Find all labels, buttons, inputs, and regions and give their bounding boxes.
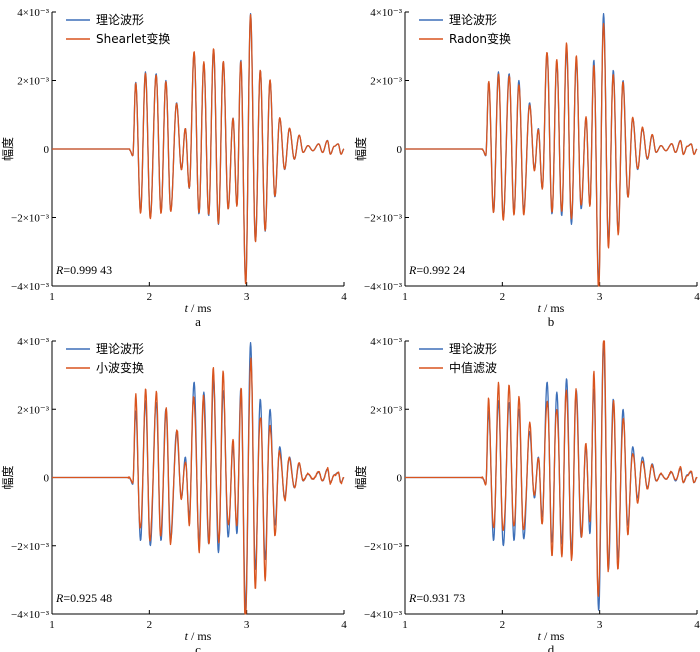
y-axis-label: 幅度 [0, 465, 15, 489]
x-axis-unit: / ms [541, 629, 565, 643]
correlation-symbol: R [408, 591, 417, 605]
x-tick-label: 2 [147, 291, 153, 303]
x-axis-var: t [185, 301, 189, 315]
y-tick-label: −2×10⁻³ [11, 213, 50, 225]
x-axis-var: t [538, 301, 542, 315]
y-tick-label: −4×10⁻³ [11, 281, 50, 293]
x-axis-var: t [538, 629, 542, 643]
correlation-label: R=0.992 24 [408, 263, 465, 277]
x-tick-label: 3 [244, 291, 250, 303]
correlation-symbol: R [55, 263, 64, 277]
y-tick-label: 4×10⁻³ [370, 7, 403, 19]
correlation-value: =0.999 43 [63, 263, 112, 277]
legend-label: 理论波形 [449, 13, 497, 27]
legend-label: 小波变换 [96, 360, 144, 375]
x-tick-label: 2 [500, 619, 506, 631]
panel-letter: a [195, 314, 201, 329]
y-tick-label: −2×10⁻³ [364, 541, 403, 553]
panel-c: 1 2 3 4 −4×10⁻³ −2×10⁻³ 0 2×10⁻³ 4×10⁻³ 幅度 t / msc… [0, 336, 347, 652]
legend-label: 理论波形 [96, 13, 144, 27]
y-tick-label: 0 [44, 144, 50, 156]
x-tick-label: 2 [147, 619, 153, 631]
x-axis-var: t [185, 629, 189, 643]
correlation-symbol: R [408, 263, 417, 277]
x-axis-label: t / ms [185, 301, 212, 315]
x-tick-label: 4 [694, 291, 700, 303]
y-tick-label: 2×10⁻³ [17, 404, 50, 416]
x-tick-label: 1 [402, 619, 408, 631]
panel-a: 1 2 3 4 −4×10⁻³ −2×10⁻³ 0 2×10⁻³ 4×10⁻³ 幅度 t / msa… [0, 7, 347, 329]
x-tick-label: 2 [500, 291, 506, 303]
y-tick-label: 4×10⁻³ [370, 336, 403, 348]
panel-letter: d [548, 642, 555, 652]
correlation-label: R=0.999 43 [55, 263, 112, 277]
correlation-value: =0.925 48 [63, 591, 112, 605]
legend-label: Radon变换 [449, 31, 511, 46]
legend-label: Shearlet变换 [96, 31, 170, 46]
correlation-value: =0.992 24 [416, 263, 465, 277]
x-axis-label: t / ms [185, 629, 212, 643]
x-tick-label: 3 [244, 619, 250, 631]
legend-label: 中值滤波 [449, 360, 497, 375]
y-tick-label: −4×10⁻³ [364, 609, 403, 621]
y-tick-label: 2×10⁻³ [370, 404, 403, 416]
y-tick-label: 4×10⁻³ [17, 7, 50, 19]
legend-label: 理论波形 [449, 342, 497, 356]
y-tick-label: 4×10⁻³ [17, 336, 50, 348]
panel-letter: b [548, 314, 555, 329]
correlation-value: =0.931 73 [416, 591, 465, 605]
correlation-label: R=0.931 73 [408, 591, 465, 605]
y-tick-label: 2×10⁻³ [17, 76, 50, 88]
series-line-0 [51, 13, 345, 283]
x-tick-label: 3 [597, 291, 603, 303]
x-axis-label: t / ms [538, 629, 565, 643]
y-axis-label: 幅度 [353, 465, 368, 489]
x-tick-label: 4 [694, 619, 700, 631]
y-tick-label: −2×10⁻³ [11, 541, 50, 553]
x-axis-unit: / ms [188, 301, 212, 315]
y-tick-label: −2×10⁻³ [364, 213, 403, 225]
legend-label: 理论波形 [96, 342, 144, 356]
panel-d: 1 2 3 4 −4×10⁻³ −2×10⁻³ 0 2×10⁻³ 4×10⁻³ 幅度 t / msd… [353, 336, 700, 652]
series-line-1 [404, 23, 698, 287]
x-tick-label: 3 [597, 619, 603, 631]
series-line-0 [404, 13, 698, 283]
y-tick-label: 0 [397, 144, 403, 156]
x-tick-label: 1 [49, 619, 55, 631]
y-axis-label: 幅度 [0, 137, 15, 161]
y-tick-label: −4×10⁻³ [11, 609, 50, 621]
series-line-1 [404, 340, 698, 597]
panel-letter: c [195, 642, 201, 652]
series-line-1 [51, 357, 345, 615]
y-tick-label: 0 [397, 473, 403, 485]
correlation-symbol: R [55, 591, 64, 605]
x-tick-label: 4 [341, 291, 347, 303]
y-axis-label: 幅度 [353, 137, 368, 161]
x-axis-unit: / ms [541, 301, 565, 315]
y-tick-label: 0 [44, 473, 50, 485]
x-tick-label: 4 [341, 619, 347, 631]
y-tick-label: 2×10⁻³ [370, 76, 403, 88]
panel-b: 1 2 3 4 −4×10⁻³ −2×10⁻³ 0 2×10⁻³ 4×10⁻³ 幅度 t / msb… [353, 7, 700, 329]
x-tick-label: 1 [402, 291, 408, 303]
series-line-1 [51, 14, 345, 285]
series-line-0 [51, 342, 345, 611]
x-tick-label: 1 [49, 291, 55, 303]
series-line-0 [404, 342, 698, 611]
y-tick-label: −4×10⁻³ [364, 281, 403, 293]
x-axis-label: t / ms [538, 301, 565, 315]
correlation-label: R=0.925 48 [55, 591, 112, 605]
x-axis-unit: / ms [188, 629, 212, 643]
